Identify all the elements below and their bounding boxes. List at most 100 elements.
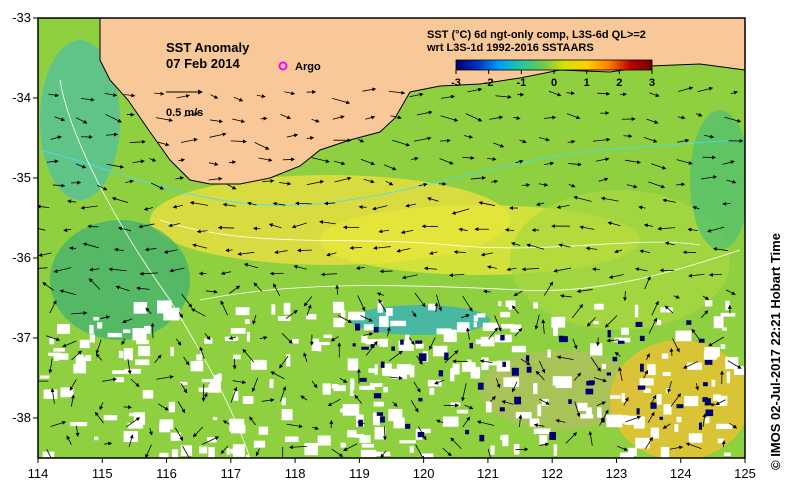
- current-arrow: [513, 290, 523, 297]
- current-arrow: [225, 248, 233, 253]
- current-arrow: [648, 317, 657, 334]
- y-tick-label: -35: [12, 170, 31, 185]
- current-arrow: [255, 448, 260, 457]
- no-data-cell: [390, 320, 406, 327]
- current-arrow: [229, 285, 241, 294]
- current-arrow: [572, 338, 578, 350]
- no-data-cell: [133, 301, 148, 314]
- no-data-cell: [688, 433, 703, 443]
- current-arrow: [280, 386, 287, 402]
- no-data-cell: [663, 404, 672, 415]
- no-data-cell: [456, 322, 470, 333]
- no-data-cell: [348, 311, 365, 321]
- current-arrow: [311, 380, 318, 389]
- no-data-cell: [720, 312, 736, 317]
- current-arrow: [154, 354, 162, 364]
- current-arrow: [427, 197, 439, 202]
- current-arrow: [418, 426, 427, 441]
- current-arrow: [702, 413, 707, 427]
- no-data-cell: [660, 307, 673, 313]
- current-arrow: [646, 353, 650, 361]
- cold-anomaly-cell: [499, 407, 505, 412]
- no-data-cell: [409, 365, 415, 378]
- no-data-cell: [555, 376, 572, 389]
- current-arrow: [620, 92, 627, 97]
- current-arrow: [657, 226, 676, 231]
- current-arrow: [592, 137, 611, 142]
- cold-anomaly-cell: [703, 382, 708, 387]
- no-data-cell: [415, 343, 424, 349]
- current-arrow: [145, 307, 152, 315]
- current-arrow: [643, 136, 658, 143]
- anomaly-patch: [50, 220, 190, 340]
- current-arrow: [104, 92, 118, 97]
- cold-anomaly-cell: [702, 397, 708, 402]
- current-arrow: [440, 115, 459, 122]
- current-arrow: [730, 90, 739, 95]
- current-arrow: [87, 224, 99, 229]
- cold-anomaly-cell: [563, 336, 568, 343]
- no-data-cell: [363, 324, 374, 331]
- cold-anomaly-cell: [698, 338, 705, 343]
- no-data-cell: [660, 446, 670, 458]
- no-data-cell: [201, 378, 219, 383]
- current-arrow: [715, 399, 726, 405]
- scale-label: 0.5 m/s: [166, 107, 203, 119]
- no-data-cell: [97, 322, 103, 329]
- no-data-cell: [373, 401, 384, 407]
- current-arrow: [415, 444, 425, 458]
- current-arrow: [249, 416, 256, 426]
- map-date: 07 Feb 2014: [166, 56, 240, 71]
- current-arrow: [71, 350, 83, 361]
- current-arrow: [414, 292, 426, 308]
- cold-anomaly-cell: [400, 339, 404, 345]
- current-arrow: [209, 132, 227, 138]
- no-data-cell: [159, 452, 169, 458]
- current-arrow: [400, 229, 414, 235]
- y-axis: -33 -34 -35 -36 -37 -38: [12, 10, 38, 425]
- no-data-cell: [354, 433, 365, 438]
- no-data-cell: [723, 452, 731, 457]
- current-arrow: [75, 163, 87, 169]
- no-data-cell: [717, 395, 728, 406]
- no-data-cell: [597, 407, 602, 418]
- no-data-cell: [157, 300, 172, 314]
- current-arrow: [556, 355, 574, 361]
- colorbar: -3 -2 -1 0 1 2 3: [451, 59, 655, 89]
- current-arrow: [467, 87, 483, 93]
- current-arrow: [573, 372, 582, 381]
- no-data-cell: [379, 316, 389, 327]
- current-arrow: [465, 327, 470, 340]
- no-data-cell: [726, 371, 731, 384]
- no-data-cell: [333, 385, 346, 392]
- product-line-1: SST (°C) 6d ngt-only comp, L3S-6d QL>=2: [427, 29, 646, 41]
- current-arrow: [157, 403, 169, 411]
- no-data-cell: [230, 448, 240, 454]
- x-tick-label: 114: [28, 466, 49, 481]
- current-vectors: [38, 86, 744, 458]
- current-arrow: [105, 132, 118, 137]
- argo-legend: Argo: [278, 61, 321, 73]
- no-data-cell: [70, 422, 88, 427]
- current-arrow: [669, 445, 684, 450]
- no-data-cell: [711, 379, 716, 387]
- current-arrow: [410, 400, 419, 413]
- no-data-cell: [340, 310, 346, 323]
- current-arrow: [104, 441, 113, 446]
- current-arrow: [401, 274, 418, 280]
- no-data-cell: [304, 442, 318, 456]
- current-arrow: [588, 431, 593, 446]
- no-data-cell: [103, 415, 118, 421]
- no-data-cell: [633, 416, 645, 429]
- current-arrow: [595, 157, 610, 162]
- current-arrow: [128, 434, 134, 448]
- current-arrow: [707, 226, 725, 233]
- current-arrow: [262, 178, 275, 183]
- cold-anomaly-cell: [617, 340, 625, 344]
- current-arrow: [543, 281, 554, 296]
- cold-anomaly-cell: [585, 388, 594, 395]
- cold-anomaly-cell: [612, 356, 618, 362]
- current-arrow: [515, 159, 524, 164]
- no-data-cell: [208, 447, 215, 458]
